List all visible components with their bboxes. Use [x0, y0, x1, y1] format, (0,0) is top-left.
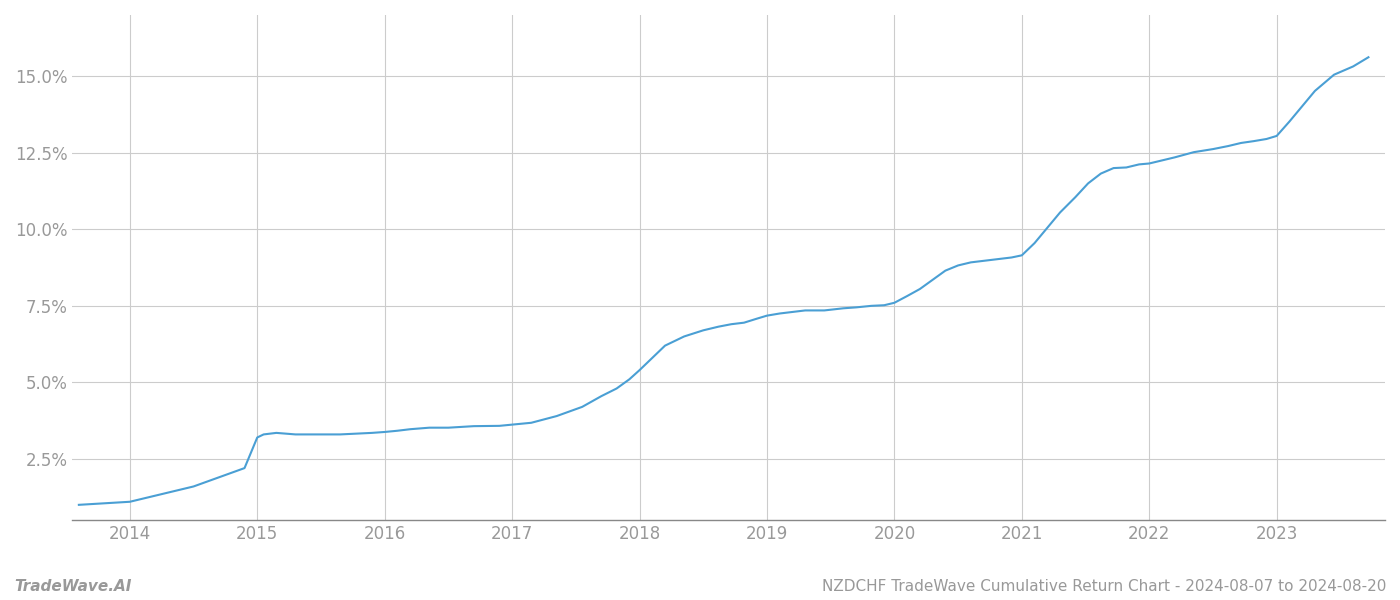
Text: NZDCHF TradeWave Cumulative Return Chart - 2024-08-07 to 2024-08-20: NZDCHF TradeWave Cumulative Return Chart…	[822, 579, 1386, 594]
Text: TradeWave.AI: TradeWave.AI	[14, 579, 132, 594]
